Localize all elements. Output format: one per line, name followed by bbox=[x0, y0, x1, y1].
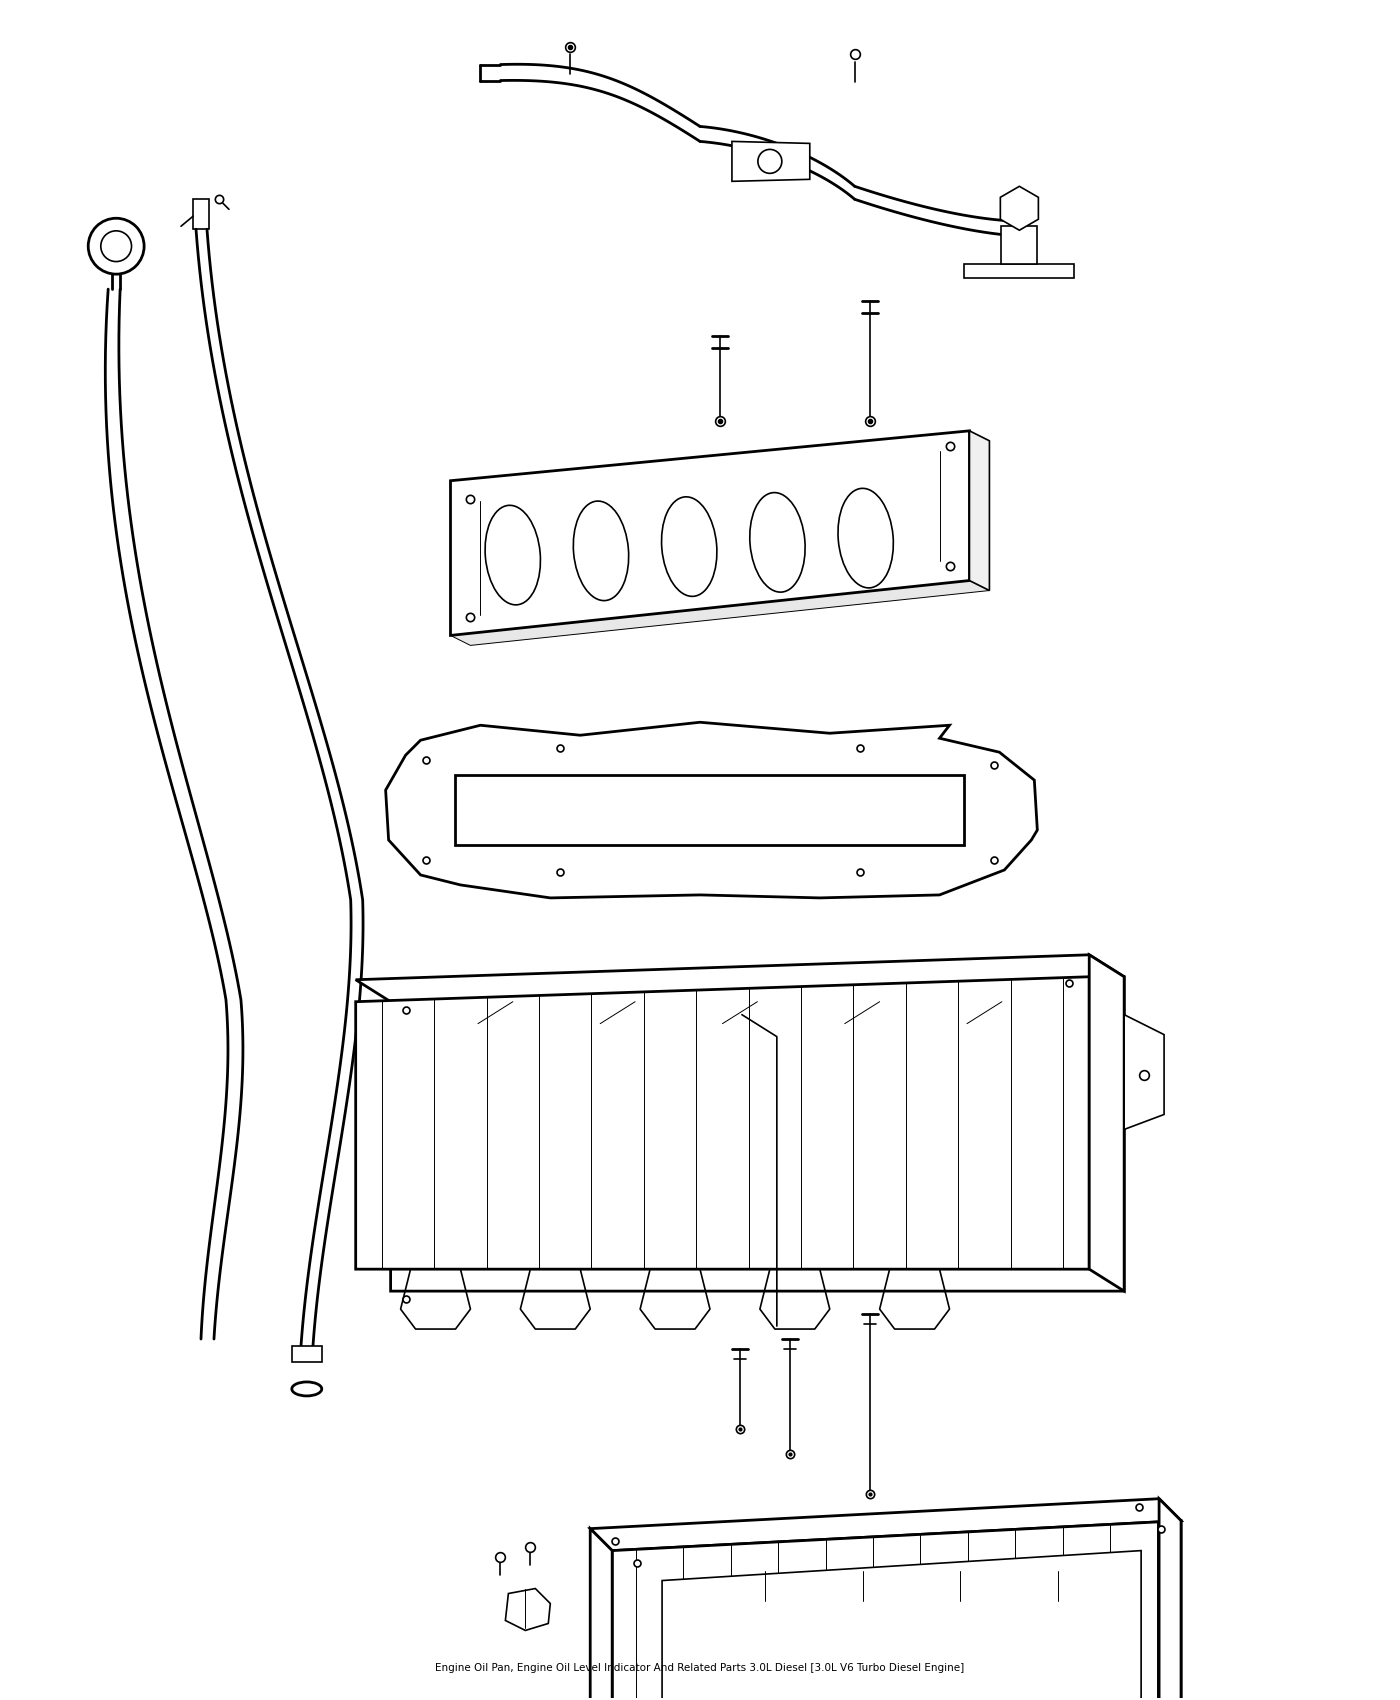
Polygon shape bbox=[662, 1550, 1141, 1700]
Polygon shape bbox=[291, 1346, 322, 1362]
Polygon shape bbox=[505, 1588, 550, 1630]
Polygon shape bbox=[965, 264, 1074, 279]
Polygon shape bbox=[385, 722, 1037, 898]
Polygon shape bbox=[356, 955, 1124, 1001]
Polygon shape bbox=[1124, 1015, 1163, 1129]
Polygon shape bbox=[1089, 955, 1124, 1290]
Text: Engine Oil Pan, Engine Oil Level Indicator And Related Parts 3.0L Diesel [3.0L V: Engine Oil Pan, Engine Oil Level Indicat… bbox=[435, 1663, 965, 1673]
Polygon shape bbox=[732, 141, 809, 182]
Polygon shape bbox=[591, 1528, 612, 1700]
Polygon shape bbox=[1001, 187, 1039, 230]
Polygon shape bbox=[612, 1522, 1182, 1700]
Polygon shape bbox=[1159, 1499, 1182, 1700]
Polygon shape bbox=[451, 580, 990, 646]
Polygon shape bbox=[591, 1499, 1182, 1550]
Polygon shape bbox=[391, 977, 1124, 1290]
Polygon shape bbox=[1001, 226, 1037, 264]
Polygon shape bbox=[451, 430, 969, 636]
Polygon shape bbox=[969, 430, 990, 590]
Polygon shape bbox=[455, 775, 965, 845]
Polygon shape bbox=[356, 977, 1089, 1270]
Polygon shape bbox=[193, 199, 209, 230]
